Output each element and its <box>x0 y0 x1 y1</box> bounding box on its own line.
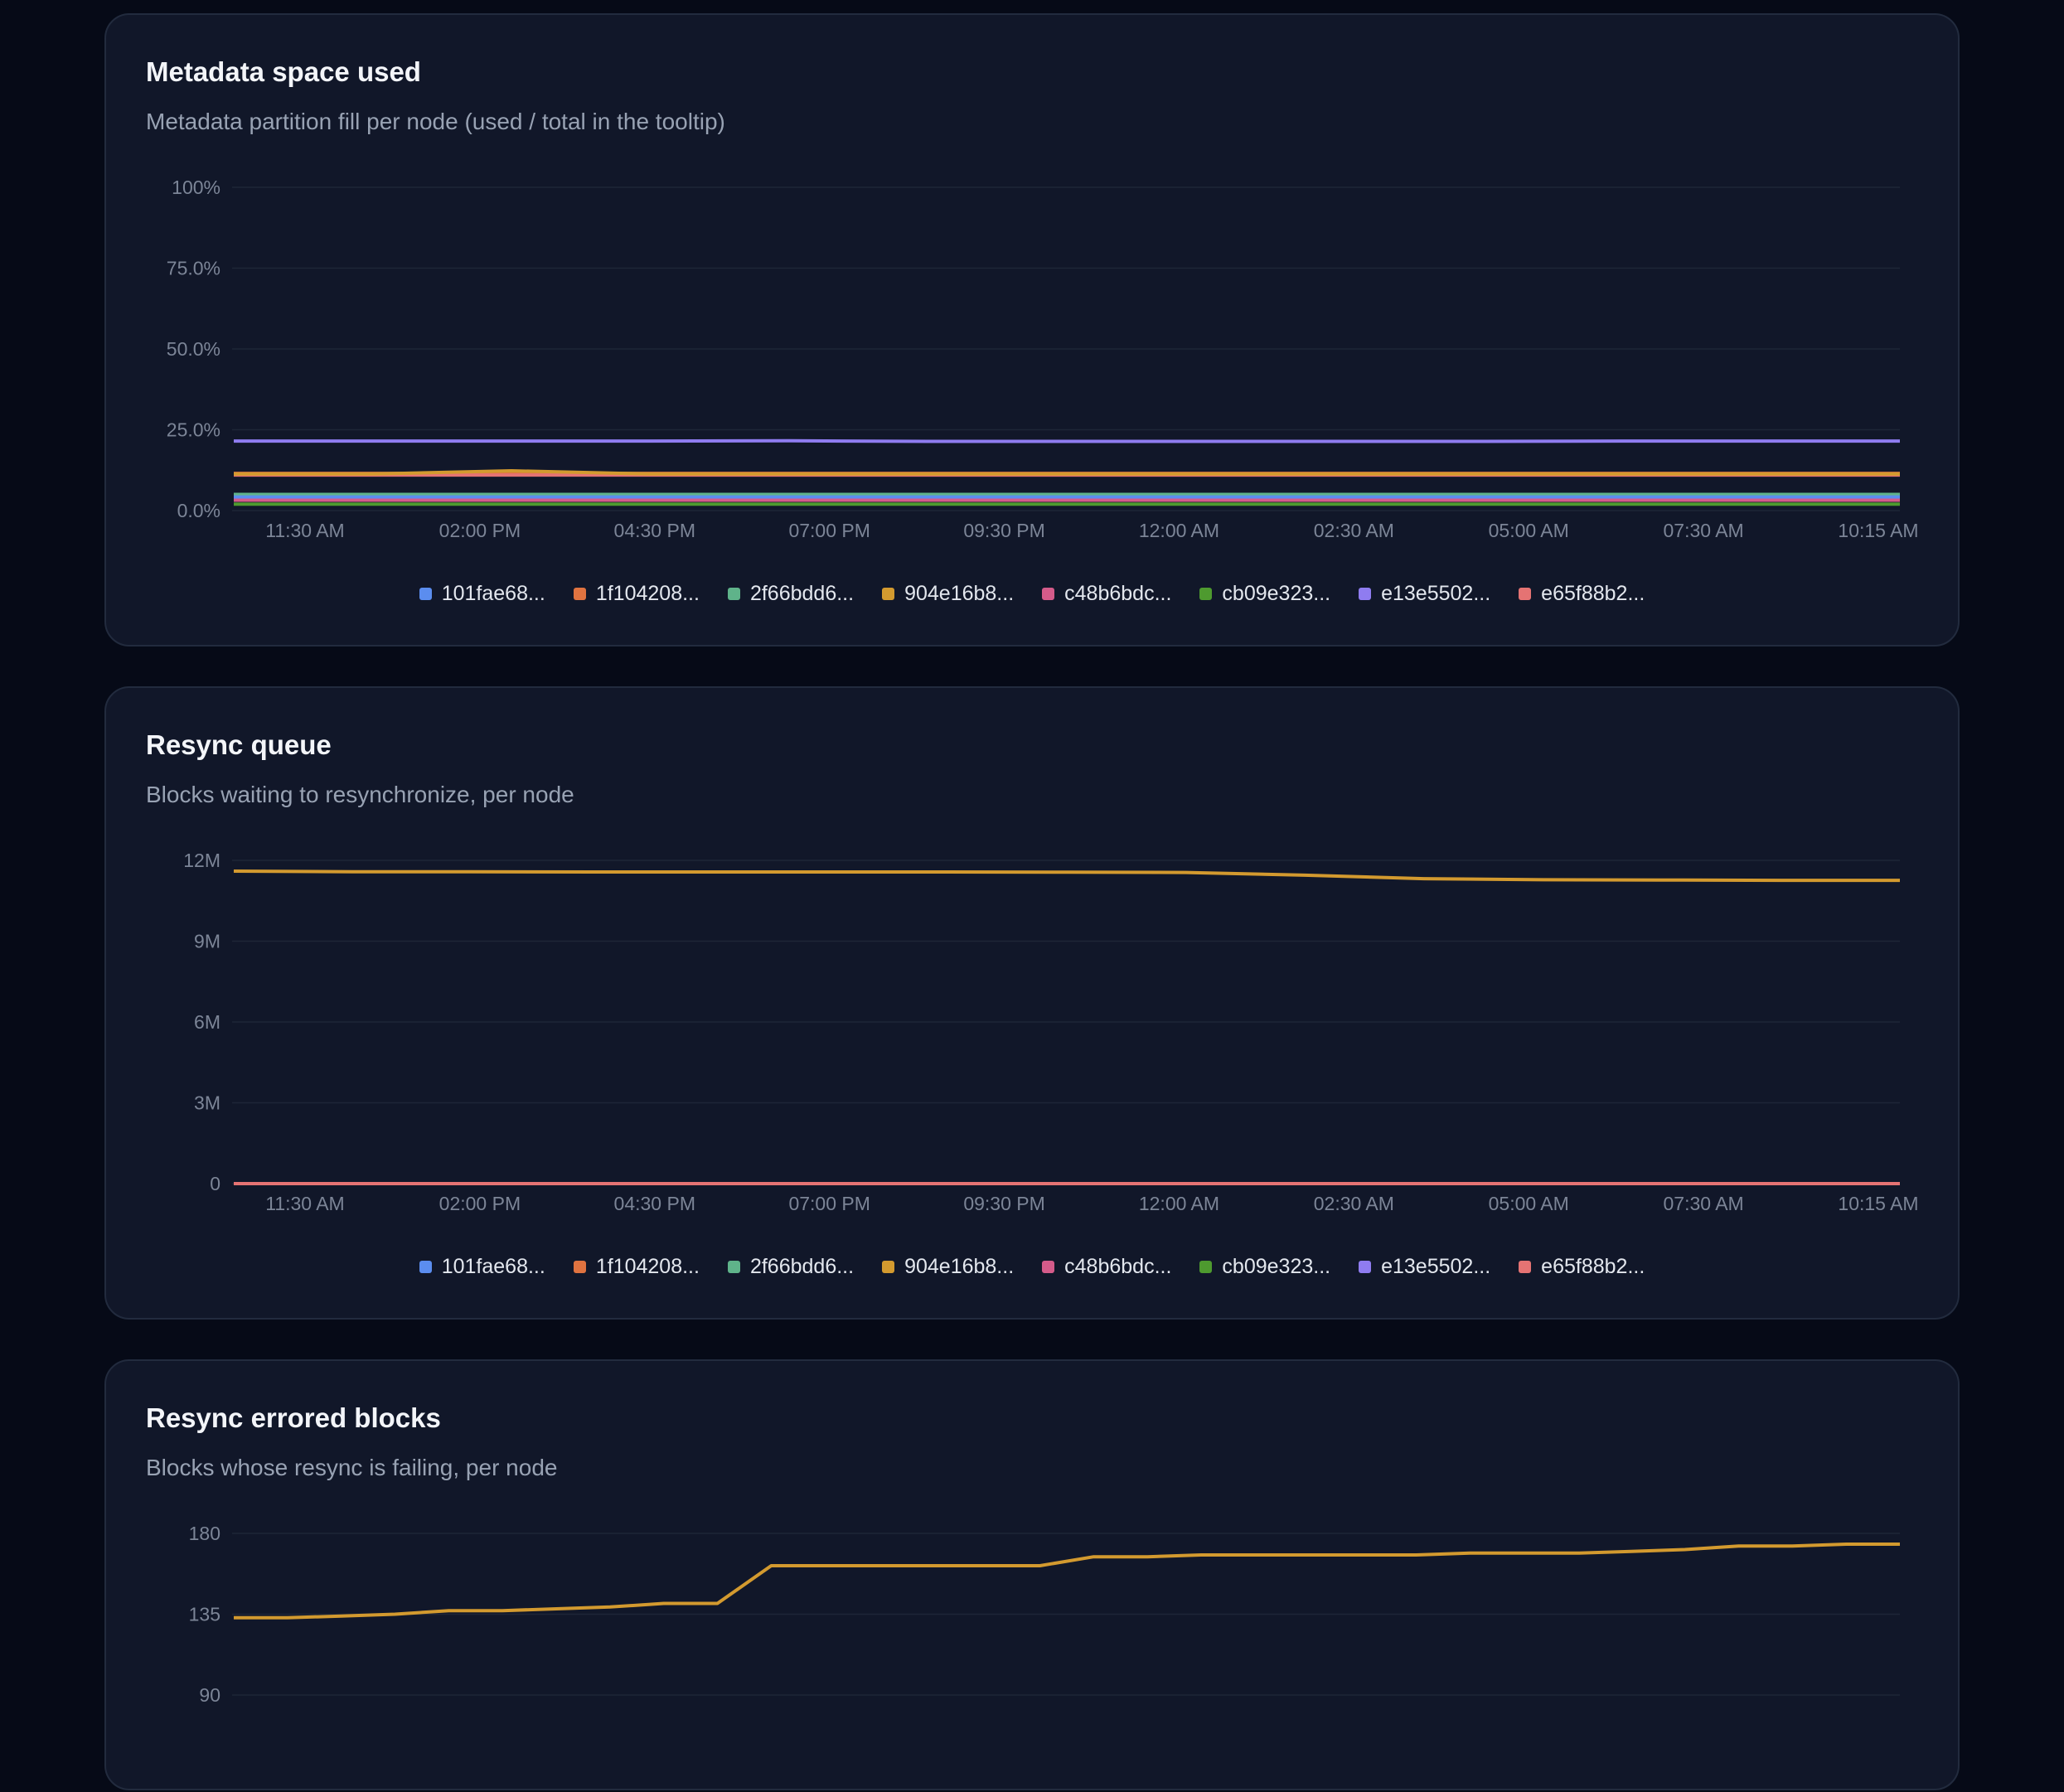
card-subtitle: Blocks waiting to resynchronize, per nod… <box>146 782 574 807</box>
x-tick-label: 09:30 PM <box>963 520 1044 541</box>
x-tick-label: 07:30 AM <box>1664 520 1744 541</box>
card-title: Metadata space used <box>146 56 421 87</box>
legend-label: 101fae68... <box>441 582 545 605</box>
legend-item[interactable]: e65f88b2... <box>1519 1255 1645 1279</box>
legend-item[interactable]: e13e5502... <box>1359 1255 1490 1279</box>
legend-item[interactable]: 101fae68... <box>419 582 545 606</box>
legend-label: 1f104208... <box>595 582 700 605</box>
legend-swatch-icon <box>1359 588 1372 600</box>
series-line[interactable] <box>234 469 1900 476</box>
card-title: Resync queue <box>146 729 332 760</box>
resync-errored-chart[interactable]: 90 135 180 <box>106 1361 1958 1792</box>
legend-label: cb09e323... <box>1222 1255 1331 1278</box>
legend-swatch-icon <box>1519 588 1532 600</box>
x-tick-label: 12:00 AM <box>1139 520 1219 541</box>
card-subtitle: Blocks whose resync is failing, per node <box>146 1455 558 1480</box>
card-title: Resync errored blocks <box>146 1402 441 1433</box>
x-tick-label: 02:30 AM <box>1314 520 1394 541</box>
legend-label: 2f66bdd6... <box>749 582 855 605</box>
legend-swatch-icon <box>727 1261 740 1273</box>
x-tick-label: 02:00 PM <box>439 520 521 541</box>
x-tick-label: 05:00 AM <box>1489 1193 1569 1214</box>
x-tick-label: 04:30 PM <box>614 1193 695 1214</box>
x-tick-label: 04:30 PM <box>614 520 695 541</box>
legend-item[interactable]: cb09e323... <box>1199 582 1330 606</box>
y-tick-label: 50.0% <box>167 338 220 360</box>
chart-legend: 101fae68... 1f104208... 2f66bdd6... 904e16b… <box>106 1255 1958 1279</box>
legend-label: cb09e323... <box>1222 582 1331 605</box>
y-tick-label: 9M <box>194 931 220 952</box>
y-tick-label: 6M <box>194 1011 220 1033</box>
legend-label: 2f66bdd6... <box>749 1255 855 1278</box>
legend-label: 101fae68... <box>441 1255 545 1278</box>
legend-item[interactable]: c48b6bdc... <box>1042 1255 1171 1279</box>
legend-item[interactable]: 904e16b8... <box>882 1255 1014 1279</box>
legend-swatch-icon <box>882 588 895 600</box>
y-tick-label: 0.0% <box>177 500 220 521</box>
legend-item[interactable]: e13e5502... <box>1359 582 1490 606</box>
legend-label: e65f88b2... <box>1541 1255 1645 1278</box>
legend-swatch-icon <box>1359 1261 1372 1273</box>
legend-label: 904e16b8... <box>904 1255 1015 1278</box>
y-tick-label: 180 <box>189 1523 220 1544</box>
series-line[interactable] <box>234 1543 1900 1620</box>
x-tick-label: 02:00 PM <box>439 1193 521 1214</box>
legend-item[interactable]: 904e16b8... <box>882 582 1014 606</box>
series-line[interactable] <box>234 438 1900 443</box>
legend-swatch-icon <box>419 1261 432 1273</box>
legend-swatch-icon <box>727 588 740 600</box>
legend-swatch-icon <box>1042 1261 1055 1273</box>
y-tick-label: 90 <box>199 1684 220 1706</box>
resync-queue-card: Resync queue Blocks waiting to resynchro… <box>104 686 1960 1320</box>
x-tick-label: 10:15 AM <box>1838 520 1918 541</box>
legend-swatch-icon <box>419 588 432 600</box>
y-tick-label: 12M <box>183 850 220 871</box>
y-tick-label: 100% <box>172 177 220 198</box>
legend-swatch-icon <box>1199 1261 1213 1273</box>
legend-item[interactable]: 101fae68... <box>419 1255 545 1279</box>
legend-item[interactable]: cb09e323... <box>1199 1255 1330 1279</box>
series-line[interactable] <box>233 869 1900 883</box>
legend-label: e13e5502... <box>1381 1255 1491 1278</box>
resync-queue-chart[interactable]: 0 3M 6M 9M 12M 11:30 AM 02:00 PM 04:30 PM 07:00 … <box>106 688 1958 1268</box>
legend-label: e13e5502... <box>1381 582 1491 605</box>
y-tick-label: 25.0% <box>167 419 220 441</box>
x-tick-label: 07:00 PM <box>788 1193 870 1214</box>
x-tick-label: 05:00 AM <box>1489 520 1569 541</box>
legend-label: c48b6bdc... <box>1064 582 1172 605</box>
legend-swatch-icon <box>573 1261 586 1273</box>
legend-label: 904e16b8... <box>904 582 1015 605</box>
x-tick-label: 12:00 AM <box>1139 1193 1219 1214</box>
legend-item[interactable]: e65f88b2... <box>1519 582 1645 606</box>
legend-label: e65f88b2... <box>1541 582 1645 605</box>
x-tick-label: 02:30 AM <box>1314 1193 1394 1214</box>
legend-item[interactable]: 2f66bdd6... <box>727 1255 855 1279</box>
x-tick-label: 11:30 AM <box>265 1193 344 1214</box>
x-tick-label: 07:30 AM <box>1664 1193 1744 1214</box>
x-tick-label: 11:30 AM <box>265 520 344 541</box>
legend-item[interactable]: 1f104208... <box>573 1255 700 1279</box>
card-subtitle: Metadata partition fill per node (used /… <box>146 109 725 134</box>
legend-item[interactable]: 1f104208... <box>573 582 700 606</box>
metadata-space-chart[interactable]: 0.0% 25.0% 50.0% 75.0% 100% 11:30 AM 02:00 PM 0… <box>106 15 1958 595</box>
y-tick-label: 135 <box>189 1604 220 1625</box>
y-tick-label: 3M <box>194 1092 220 1114</box>
chart-legend: 101fae68... 1f104208... 2f66bdd6... 904e16b… <box>106 582 1958 606</box>
legend-swatch-icon <box>573 588 586 600</box>
legend-swatch-icon <box>882 1261 895 1273</box>
y-tick-label: 75.0% <box>167 258 220 279</box>
legend-item[interactable]: c48b6bdc... <box>1042 582 1171 606</box>
y-tick-label: 0 <box>210 1173 220 1194</box>
legend-swatch-icon <box>1199 588 1213 600</box>
legend-swatch-icon <box>1519 1261 1532 1273</box>
metadata-space-card: Metadata space used Metadata partition f… <box>104 13 1960 647</box>
legend-label: 1f104208... <box>595 1255 700 1278</box>
legend-item[interactable]: 2f66bdd6... <box>727 582 855 606</box>
x-tick-label: 07:00 PM <box>788 520 870 541</box>
resync-errored-card: Resync errored blocks Blocks whose resyn… <box>104 1359 1960 1790</box>
x-tick-label: 09:30 PM <box>963 1193 1044 1214</box>
x-tick-label: 10:15 AM <box>1838 1193 1918 1214</box>
legend-swatch-icon <box>1042 588 1055 600</box>
legend-label: c48b6bdc... <box>1064 1255 1172 1278</box>
